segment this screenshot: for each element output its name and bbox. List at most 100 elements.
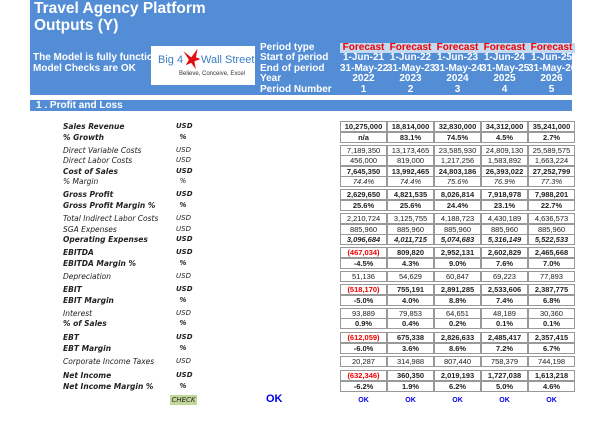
value-cell: 2,387,775 <box>528 284 575 295</box>
value-cell: 456,000 <box>340 155 387 166</box>
value-cell: 3.6% <box>387 343 434 354</box>
value-cell: 24.4% <box>434 200 481 211</box>
row-label: EBITDA Margin % <box>63 259 137 268</box>
value-cell: n/a <box>340 132 387 143</box>
value-cell: 25.6% <box>387 200 434 211</box>
period-start: 1-Jun-24 <box>483 52 526 63</box>
value-cell: 60,847 <box>434 271 481 282</box>
value-cell: 75.6% <box>434 176 481 187</box>
value-cell: -6.0% <box>340 343 387 354</box>
period-type: Forecast <box>481 43 528 53</box>
row-label: EBT <box>63 333 79 342</box>
row-label: EBIT <box>63 285 82 294</box>
period-type: Forecast <box>387 43 434 53</box>
value-cell: 23.1% <box>481 200 528 211</box>
row-unit: USD <box>176 333 193 341</box>
value-cell: 1,613,218 <box>528 370 575 381</box>
value-cell: 1,727,038 <box>481 370 528 381</box>
row-label: EBITDA <box>63 248 94 257</box>
value-cell: 0.1% <box>528 318 575 329</box>
check-label: CHECK <box>170 395 197 405</box>
row-unit: USD <box>176 146 191 154</box>
value-cell: -4.5% <box>340 258 387 269</box>
row-label: SGA Expenses <box>63 225 117 234</box>
value-cell: 819,000 <box>387 155 434 166</box>
value-cell: 755,191 <box>387 284 434 295</box>
row-unit: USD <box>176 371 193 379</box>
value-cell: 7.4% <box>481 295 528 306</box>
period-num: 5 <box>548 84 555 95</box>
row-unit: USD <box>176 156 191 164</box>
period-start: 1-Jun-21 <box>342 52 385 63</box>
value-cell: 6.8% <box>528 295 575 306</box>
value-cell: 4.5% <box>481 132 528 143</box>
period-start: 1-Jun-25 <box>530 52 573 63</box>
row-unit: USD <box>176 214 191 222</box>
value-cell: 2,629,650 <box>340 189 387 200</box>
value-cell: 7,988,201 <box>528 189 575 200</box>
value-cell: 34,312,000 <box>481 121 528 132</box>
row-unit: USD <box>176 235 193 243</box>
row-unit: % <box>179 259 187 267</box>
value-cell: 2,485,417 <box>481 332 528 343</box>
logo: Big 4 Wall Street Believe, Conceive, Exc… <box>151 46 255 85</box>
period-type: Forecast <box>434 43 481 53</box>
row-unit: USD <box>176 167 193 175</box>
value-cell: 758,379 <box>481 356 528 367</box>
row-unit: USD <box>176 309 191 317</box>
value-cell: 7,918,978 <box>481 189 528 200</box>
value-cell: 4.3% <box>387 258 434 269</box>
value-cell: 3,125,755 <box>387 213 434 224</box>
period-start: 1-Jun-22 <box>389 52 432 63</box>
value-cell: 77.3% <box>528 176 575 187</box>
value-cell: 2,357,415 <box>528 332 575 343</box>
period-start: 1-Jun-23 <box>436 52 479 63</box>
value-cell: (632,346) <box>340 370 387 381</box>
value-cell: 5,522,533 <box>528 234 575 245</box>
period-check-ok: OK <box>358 397 369 404</box>
row-label: % Margin <box>63 177 99 186</box>
logo-tagline: Believe, Conceive, Excel <box>179 71 246 77</box>
value-cell: 4,821,535 <box>387 189 434 200</box>
checks-status: Model Checks are OK <box>33 63 136 74</box>
value-cell: 54,629 <box>387 271 434 282</box>
value-cell: (467,034) <box>340 247 387 258</box>
eagle-icon <box>183 48 201 70</box>
row-unit: USD <box>176 272 191 280</box>
row-label: Gross Profit <box>63 190 114 199</box>
row-label: Net Income Margin % <box>63 382 154 391</box>
model-status: The Model is fully functional <box>33 52 168 63</box>
value-cell: 74.4% <box>387 176 434 187</box>
row-label: Gross Profit Margin % <box>63 201 156 210</box>
title-line-2: Outputs (Y) <box>34 17 119 34</box>
value-cell: 4,430,189 <box>481 213 528 224</box>
period-check-ok: OK <box>499 397 510 404</box>
period-end: 31-May-24 <box>434 63 483 74</box>
value-cell: 1.9% <box>387 381 434 392</box>
row-unit: % <box>179 344 187 352</box>
value-cell: 1,217,256 <box>434 155 481 166</box>
value-cell: 18,814,000 <box>387 121 434 132</box>
row-label: Total Indirect Labor Costs <box>63 214 159 223</box>
row-label: % of Sales <box>63 319 107 328</box>
value-cell: 7.2% <box>481 343 528 354</box>
period-label: Period Number <box>260 84 332 95</box>
period-num: 3 <box>454 84 461 95</box>
period-end: 31-May-22 <box>340 63 389 74</box>
logo-text-right: Wall Street <box>201 54 255 66</box>
value-cell: 2,533,606 <box>481 284 528 295</box>
row-label: Direct Variable Costs <box>63 146 142 155</box>
value-cell: 2,210,724 <box>340 213 387 224</box>
value-cell: 2,826,633 <box>434 332 481 343</box>
value-cell: 1,583,892 <box>481 155 528 166</box>
value-cell: 4.6% <box>528 381 575 392</box>
value-cell: 69,223 <box>481 271 528 282</box>
logo-text-left: Big 4 <box>158 54 184 66</box>
section-header: 1 . Profit and Loss <box>30 100 572 111</box>
value-cell: 675,338 <box>387 332 434 343</box>
value-cell: 35,241,000 <box>528 121 575 132</box>
value-cell: 8.6% <box>434 343 481 354</box>
title-line-1: Travel Agency Platform <box>34 0 206 17</box>
value-cell: 2,891,285 <box>434 284 481 295</box>
value-cell: 2,952,131 <box>434 247 481 258</box>
